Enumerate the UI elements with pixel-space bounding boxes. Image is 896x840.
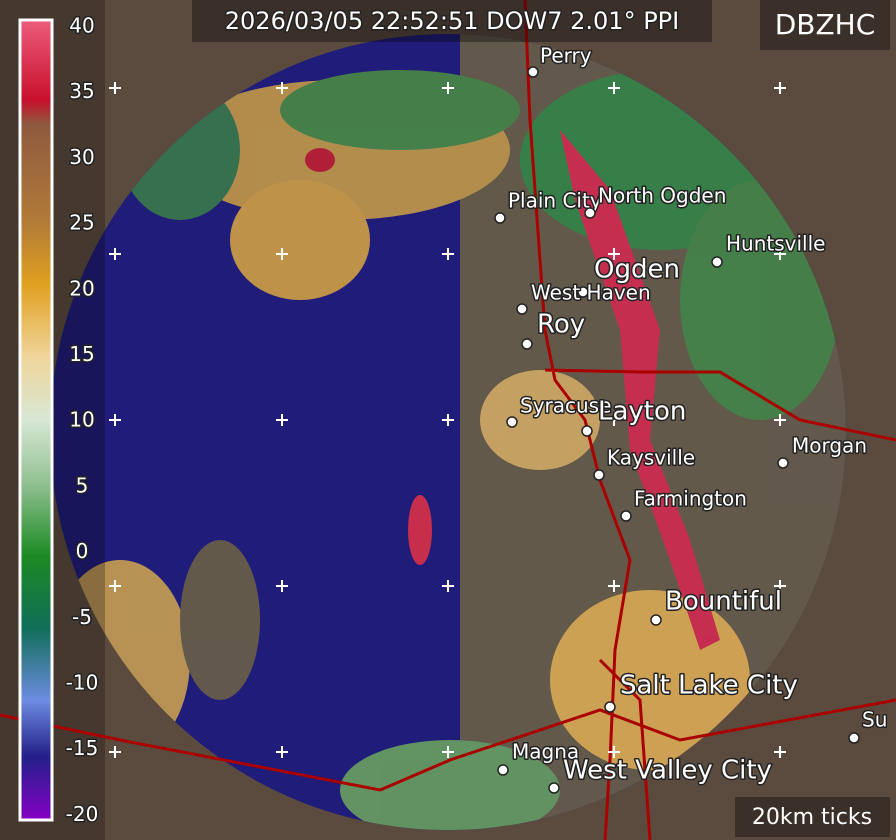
colorbar-label: 20 bbox=[69, 276, 94, 300]
range-ticks bbox=[109, 82, 786, 758]
place-label: Su bbox=[862, 708, 887, 732]
range-tick bbox=[774, 746, 786, 758]
title: 2026/03/05 22:52:51 DOW7 2.01° PPI bbox=[225, 7, 679, 35]
colorbar-label: 25 bbox=[69, 211, 94, 235]
place-label: Kaysville bbox=[607, 446, 695, 470]
place-dot bbox=[593, 469, 605, 481]
place-dot bbox=[506, 416, 518, 428]
range-tick bbox=[442, 746, 454, 758]
product: DBZHC bbox=[775, 8, 876, 41]
product-box bbox=[760, 0, 890, 50]
place-label: Perry bbox=[540, 44, 592, 68]
colorbar-label: 40 bbox=[69, 14, 94, 38]
colorbar-label: -10 bbox=[66, 671, 99, 695]
place-dot bbox=[777, 457, 789, 469]
colorbar-label: 0 bbox=[76, 539, 89, 563]
place-dot bbox=[848, 732, 860, 744]
place-dot bbox=[516, 303, 528, 315]
range-tick bbox=[774, 580, 786, 592]
place-dot bbox=[604, 701, 616, 713]
colorbar-label: -15 bbox=[66, 736, 99, 760]
range-tick bbox=[608, 746, 620, 758]
range-tick bbox=[608, 580, 620, 592]
place-label: North Ogden bbox=[598, 184, 726, 208]
place-label: Huntsville bbox=[726, 232, 825, 256]
range-tick bbox=[442, 580, 454, 592]
place-label: Morgan bbox=[792, 434, 867, 458]
range-tick bbox=[109, 248, 121, 260]
range-tick bbox=[276, 82, 288, 94]
colorbar-label: 5 bbox=[76, 473, 89, 497]
place-label: Magna bbox=[512, 740, 579, 764]
place-dot bbox=[577, 286, 589, 298]
range-tick bbox=[774, 414, 786, 426]
range-tick bbox=[109, 82, 121, 94]
place-label: West Haven bbox=[531, 281, 651, 305]
place-dot bbox=[497, 764, 509, 776]
place-label: Syracuse bbox=[520, 394, 611, 418]
range-tick bbox=[276, 580, 288, 592]
place-label: Bountiful bbox=[665, 587, 782, 617]
range-tick bbox=[276, 248, 288, 260]
range-tick bbox=[608, 82, 620, 94]
colorbar-label: -20 bbox=[66, 802, 99, 826]
colorbar-label: -5 bbox=[72, 605, 92, 629]
range-tick bbox=[276, 414, 288, 426]
place-dot bbox=[494, 212, 506, 224]
place-label: Farmington bbox=[634, 487, 747, 511]
place-dot bbox=[548, 782, 560, 794]
range-tick bbox=[442, 82, 454, 94]
place-dot bbox=[581, 425, 593, 437]
title-box bbox=[192, 0, 712, 42]
scale-note: 20km ticks bbox=[752, 805, 872, 830]
colorbar-label: 15 bbox=[69, 342, 94, 366]
colorbar-label: 35 bbox=[69, 79, 94, 103]
place-label: Roy bbox=[537, 310, 585, 340]
range-tick bbox=[608, 414, 620, 426]
range-tick bbox=[774, 82, 786, 94]
place-dot bbox=[620, 510, 632, 522]
place-label: Ogden bbox=[594, 255, 680, 285]
range-tick bbox=[109, 414, 121, 426]
range-tick bbox=[109, 746, 121, 758]
colorbar-labels: 40 35 30 25 20 15 10 5 0 -5 -10 -15 -20 bbox=[64, 12, 100, 827]
colorbar bbox=[18, 18, 54, 822]
place-dot bbox=[584, 207, 596, 219]
place-dot bbox=[711, 256, 723, 268]
range-tick bbox=[276, 746, 288, 758]
range-tick bbox=[109, 580, 121, 592]
place-label: West Valley City bbox=[563, 756, 772, 786]
place-dot bbox=[521, 338, 533, 350]
range-tick bbox=[608, 248, 620, 260]
place-dot bbox=[527, 66, 539, 78]
colorbar-label: 10 bbox=[69, 408, 94, 432]
range-tick bbox=[774, 248, 786, 260]
colorbar-label: 30 bbox=[69, 145, 94, 169]
scale-box bbox=[735, 797, 890, 837]
range-tick bbox=[442, 414, 454, 426]
place-label: Layton bbox=[598, 397, 686, 427]
place-label: Salt Lake City bbox=[620, 671, 798, 701]
range-tick bbox=[442, 248, 454, 260]
place-dot bbox=[650, 614, 662, 626]
